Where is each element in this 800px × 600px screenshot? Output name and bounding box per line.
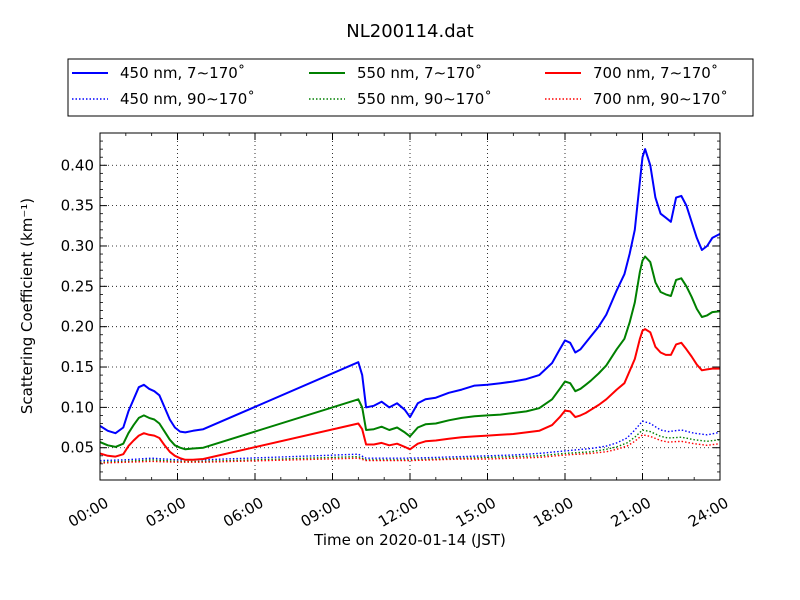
x-axis-label: Time on 2020-01-14 (JST) [313,531,506,549]
y-axis: 0.05 0.10 0.15 0.20 0.25 0.30 0.35 0.40 [61,156,720,457]
series-line-700-7 [99,328,720,461]
plot-background [100,133,720,480]
x-tick-label: 00:00 [65,494,111,531]
legend-label: 550 nm, 90∼170˚ [357,90,492,108]
x-tick-label: 21:00 [608,494,654,531]
y-tick-label: 0.15 [61,358,94,376]
y-tick-label: 0.25 [61,277,94,295]
legend-label: 700 nm, 90∼170˚ [593,90,728,108]
x-tick-label: 09:00 [298,494,344,531]
chart-title: NL200114.dat [346,21,473,42]
series-line-700-90 [99,434,721,464]
legend-label: 550 nm, 7∼170˚ [357,64,482,82]
legend-box [67,58,754,117]
x-tick-label: 24:00 [685,494,731,531]
series-lines [99,148,721,464]
y-tick-label: 0.30 [61,237,94,255]
y-tick-label: 0.40 [61,156,94,174]
x-tick-label: 15:00 [453,494,499,531]
legend-label: 450 nm, 90∼170˚ [120,90,255,108]
x-tick-label: 03:00 [143,494,189,531]
series-line-550-7 [99,255,721,451]
y-tick-label: 0.10 [61,398,94,416]
legend-label: 700 nm, 7∼170˚ [593,64,718,82]
x-tick-label: 18:00 [530,494,576,531]
legend-label: 450 nm, 7∼170˚ [120,64,245,82]
grid [100,133,720,480]
legend: 450 nm, 7∼170˚ 450 nm, 90∼170˚ 550 nm, 7∼1… [67,58,754,117]
x-tick-label: 06:00 [220,494,266,531]
y-tick-label: 0.20 [61,318,94,336]
y-axis-label: Scattering Coefficient (km⁻¹) [18,198,36,414]
x-tick-label: 12:00 [375,494,421,531]
y-tick-label: 0.35 [61,197,94,215]
plot-area [99,132,721,481]
series-line-450-7 [99,148,721,435]
y-tick-label: 0.05 [61,439,94,457]
